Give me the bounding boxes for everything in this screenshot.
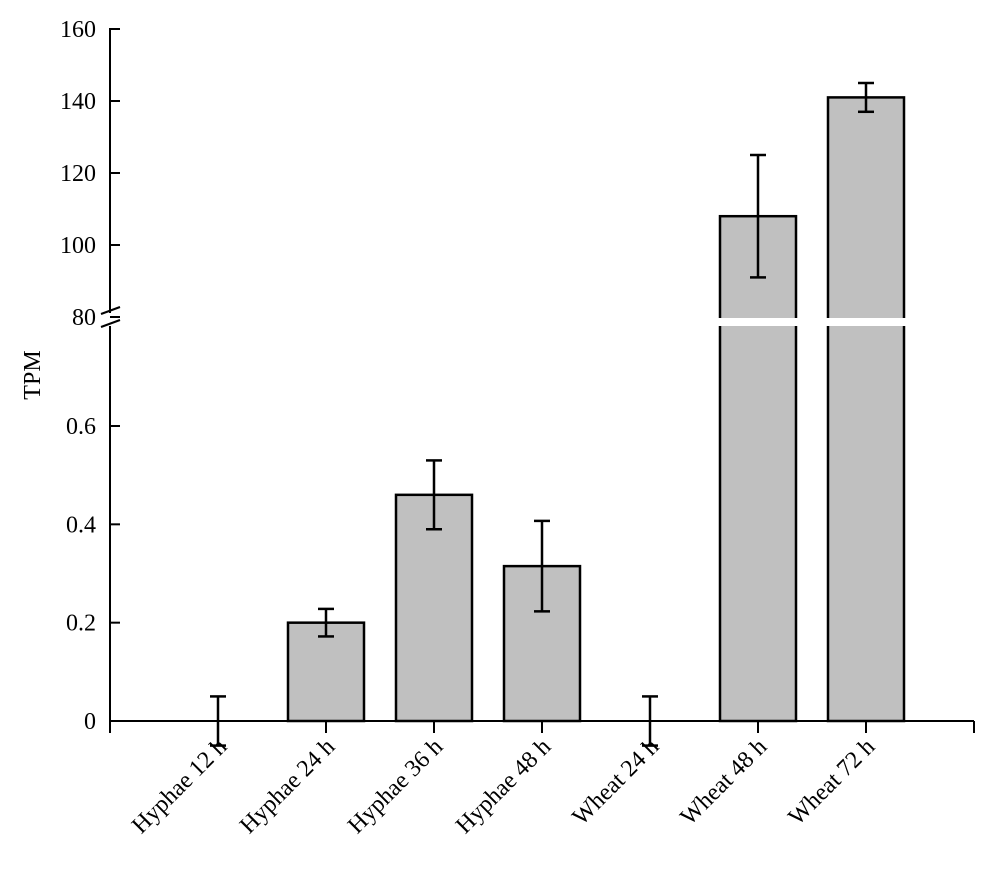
bar-break-gap — [826, 318, 906, 326]
y-tick-label-upper: 140 — [60, 89, 96, 115]
error-bar — [750, 153, 766, 279]
y-axis-upper-ticks: 80 100 120 140 160 — [60, 17, 120, 331]
x-category-label: Hyphae 24 h — [235, 734, 340, 839]
y-tick-label-upper: 80 — [72, 305, 96, 331]
x-category-label: Hyphae 12 h — [127, 734, 232, 839]
error-bar — [534, 519, 550, 613]
y-tick-label-lower: 0 — [84, 709, 96, 735]
bar-break-gap — [718, 318, 798, 326]
y-tick-label-lower: 0.4 — [66, 512, 96, 538]
bar — [718, 214, 798, 723]
error-bar — [426, 459, 442, 531]
x-category-label: Hyphae 36 h — [343, 734, 448, 839]
error-bar — [318, 607, 334, 638]
bar — [394, 493, 474, 723]
y-axis-lower-ticks: 0 0.2 0.4 0.6 — [66, 414, 120, 735]
bar — [826, 96, 906, 723]
y-tick-label-upper: 120 — [60, 161, 96, 187]
y-tick-label-lower: 0.6 — [66, 414, 96, 440]
x-category-label: Wheat 48 h — [676, 734, 773, 831]
error-bar — [858, 81, 874, 114]
x-axis-category-labels: Hyphae 12 h Hyphae 24 h Hyphae 36 h Hyphae … — [127, 734, 880, 839]
y-tick-label-upper: 100 — [60, 233, 96, 259]
y-tick-label-lower: 0.2 — [66, 611, 96, 637]
bars — [286, 96, 906, 723]
x-category-label: Hyphae 48 h — [451, 734, 556, 839]
x-category-label: Wheat 72 h — [784, 734, 881, 831]
y-axis-title: TPM — [20, 350, 46, 399]
bar — [286, 621, 366, 723]
axis-break-marker — [100, 306, 121, 328]
y-tick-label-upper: 160 — [60, 17, 96, 43]
x-axis-ticks — [109, 721, 975, 733]
x-category-label: Wheat 24 h — [568, 734, 665, 831]
